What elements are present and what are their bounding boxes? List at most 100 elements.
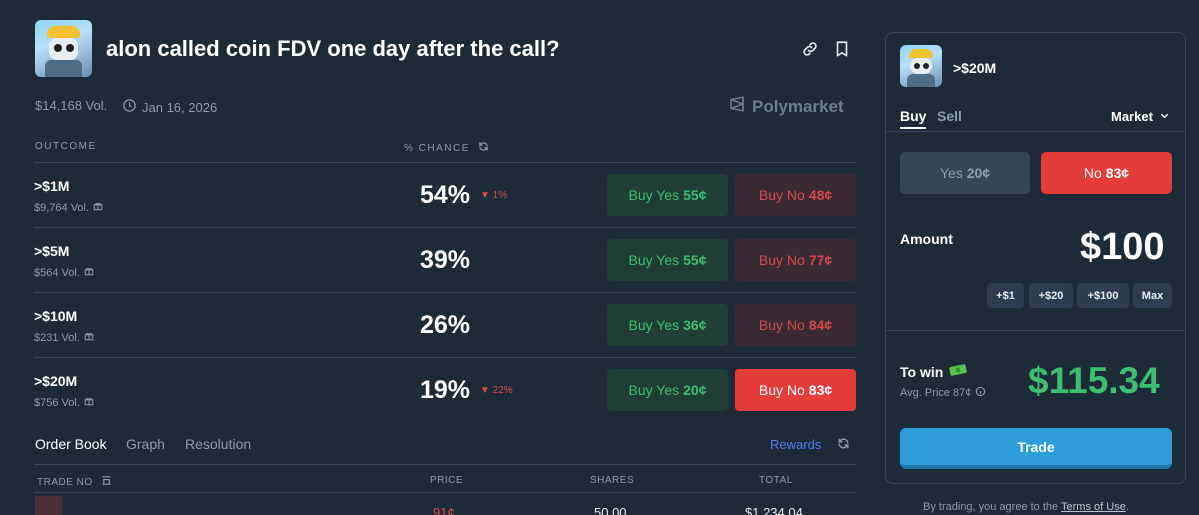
divider — [34, 292, 856, 293]
polymarket-icon — [728, 95, 746, 118]
buy-no-label: Buy No — [758, 317, 805, 333]
amount-input[interactable]: $100 — [1080, 226, 1165, 268]
trade-button[interactable]: Trade — [900, 428, 1172, 469]
rewards-link[interactable]: Rewards — [770, 437, 822, 452]
buy-yes-price: 55¢ — [683, 252, 707, 268]
chevron-down-icon — [1159, 109, 1170, 124]
gift-icon — [84, 396, 94, 409]
yes-label: Yes — [939, 165, 963, 181]
outcome-chance: 54% — [420, 181, 471, 209]
outcome-chance: 19% — [420, 376, 471, 404]
divider — [34, 227, 856, 228]
outcome-volume: $756 Vol. — [34, 396, 94, 409]
volume-text: $564 Vol. — [34, 266, 80, 279]
outcome-volume: $9,764 Vol. — [34, 201, 103, 214]
info-icon[interactable] — [975, 386, 986, 400]
buy-yes-button[interactable]: Buy Yes 55¢ — [607, 174, 728, 216]
buy-no-label: Buy No — [758, 187, 805, 203]
market-volume: $14,168 Vol. — [35, 98, 108, 113]
yes-outcome-button[interactable]: Yes 20¢ — [900, 152, 1030, 194]
panel-outcome: >$20M — [953, 60, 997, 76]
gift-icon — [84, 331, 94, 344]
refresh-icon[interactable] — [478, 141, 489, 155]
outcome-chance: 39% — [420, 246, 471, 274]
polymarket-logo: Polymarket — [728, 95, 844, 118]
outcome-volume: $231 Vol. — [34, 331, 94, 344]
outcome-label: >$1M — [34, 178, 70, 194]
col-outcome: OUTCOME — [35, 141, 97, 152]
date-text: Jan 16, 2026 — [142, 99, 218, 115]
polymarket-wordmark: Polymarket — [752, 96, 844, 116]
buy-no-button[interactable]: Buy No 84¢ — [735, 304, 856, 346]
col-chance: % CHANCE — [404, 141, 489, 155]
outcome-avatar — [900, 45, 942, 87]
depth-bar — [35, 496, 62, 515]
buy-yes-button[interactable]: Buy Yes 36¢ — [607, 304, 728, 346]
max-button[interactable]: Max — [1133, 283, 1172, 308]
gift-icon — [84, 266, 94, 279]
ob-total: $1,234.04 — [745, 505, 803, 515]
order-type-label: Market — [1111, 109, 1153, 124]
divider — [34, 464, 856, 465]
clock-icon — [122, 98, 137, 116]
terms-text: By trading, you agree to the Terms of Us… — [923, 501, 1129, 513]
to-win-label: To win — [900, 363, 968, 380]
ob-col-total: TOTAL — [759, 475, 793, 486]
yes-price: 20¢ — [966, 165, 991, 181]
divider — [34, 162, 856, 163]
terms-link[interactable]: Terms of Use — [1061, 501, 1126, 513]
buy-no-price: 48¢ — [808, 187, 833, 203]
tab-order-book[interactable]: Order Book — [35, 436, 107, 452]
volume-text: $756 Vol. — [34, 396, 80, 409]
divider — [34, 492, 856, 493]
buy-no-button[interactable]: Buy No 83¢ — [735, 369, 856, 411]
add-100-button[interactable]: +$100 — [1077, 283, 1129, 308]
no-outcome-button[interactable]: No 83¢ — [1041, 152, 1172, 194]
buy-yes-price: 55¢ — [683, 187, 707, 203]
tab-resolution[interactable]: Resolution — [185, 436, 252, 452]
outcome-volume: $564 Vol. — [34, 266, 94, 279]
buy-no-price: 77¢ — [808, 252, 833, 268]
tab-buy[interactable]: Buy — [900, 108, 927, 124]
terms-suffix: . — [1125, 501, 1129, 513]
order-type-dropdown[interactable]: Market — [1111, 109, 1170, 124]
ob-col-trade: TRADE NO — [37, 475, 112, 489]
outcome-label: >$5M — [34, 243, 70, 259]
volume-text: $9,764 Vol. — [34, 201, 90, 214]
buy-no-price: 84¢ — [808, 317, 833, 333]
add-20-button[interactable]: +$20 — [1029, 283, 1073, 308]
ob-col-price: PRICE — [430, 475, 464, 486]
buy-yes-label: Buy Yes — [628, 382, 680, 398]
ob-col-trade-label: TRADE NO — [37, 476, 93, 488]
outcome-label: >$20M — [34, 373, 78, 389]
ob-col-shares: SHARES — [590, 475, 635, 486]
buy-no-button[interactable]: Buy No 48¢ — [735, 174, 856, 216]
link-icon[interactable] — [801, 40, 819, 58]
market-date: Jan 16, 2026 — [122, 98, 217, 116]
stack-icon[interactable] — [101, 475, 112, 489]
outcome-chance: 26% — [420, 311, 471, 339]
refresh-icon[interactable] — [837, 437, 850, 455]
buy-yes-label: Buy Yes — [628, 252, 680, 268]
buy-no-button[interactable]: Buy No 77¢ — [735, 239, 856, 281]
chance-change: ▼ 22% — [480, 385, 513, 396]
ob-shares: 50.00 — [594, 505, 627, 515]
buy-yes-button[interactable]: Buy Yes 20¢ — [607, 369, 728, 411]
tab-graph[interactable]: Graph — [126, 436, 165, 452]
volume-text: $231 Vol. — [34, 331, 80, 344]
divider — [885, 131, 1186, 132]
tab-sell[interactable]: Sell — [937, 108, 962, 124]
add-1-button[interactable]: +$1 — [987, 283, 1024, 308]
col-chance-label: % CHANCE — [404, 142, 470, 154]
buy-yes-button[interactable]: Buy Yes 55¢ — [607, 239, 728, 281]
buy-no-price: 83¢ — [808, 382, 833, 398]
buy-underline — [900, 127, 926, 129]
to-win-text: To win — [900, 363, 944, 380]
terms-prefix: By trading, you agree to the — [923, 501, 1059, 513]
buy-yes-price: 20¢ — [683, 382, 707, 398]
bookmark-icon[interactable] — [833, 40, 851, 58]
buy-yes-label: Buy Yes — [628, 187, 680, 203]
avg-price: Avg. Price 87¢ — [900, 386, 986, 400]
to-win-value: $115.34 — [1028, 360, 1160, 401]
gift-icon — [93, 201, 103, 214]
